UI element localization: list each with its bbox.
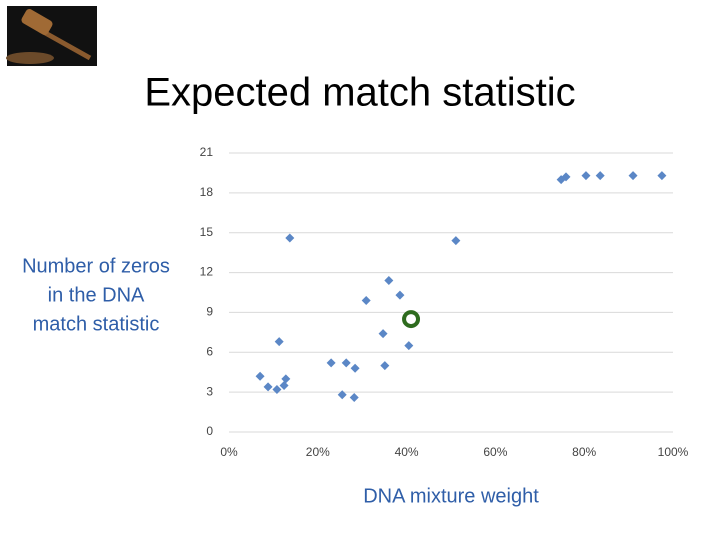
data-point <box>380 361 390 371</box>
x-tick-label: 40% <box>395 445 419 459</box>
y-tick-label: 21 <box>200 145 214 159</box>
data-point <box>628 171 638 181</box>
data-point <box>350 363 360 373</box>
y-tick-label: 18 <box>200 185 214 199</box>
y-tick-label: 0 <box>206 424 213 438</box>
data-point <box>395 290 405 300</box>
data-point <box>561 172 571 182</box>
data-point <box>272 384 282 394</box>
x-tick-label: 0% <box>220 445 238 459</box>
data-point <box>404 341 414 351</box>
x-tick-label: 20% <box>306 445 330 459</box>
y-axis-label: match statistic <box>33 313 160 335</box>
data-point <box>361 295 371 305</box>
data-point <box>378 329 388 339</box>
data-point <box>326 358 336 368</box>
y-tick-label: 15 <box>200 225 214 239</box>
data-point <box>451 236 461 246</box>
x-tick-label: 80% <box>572 445 596 459</box>
y-tick-label: 3 <box>206 384 213 398</box>
slide-title: Expected match statistic <box>144 71 575 115</box>
data-point <box>384 276 394 286</box>
data-point <box>263 382 273 392</box>
data-point <box>285 233 295 243</box>
data-point <box>274 337 284 347</box>
data-point <box>255 371 265 381</box>
y-axis-label: Number of zeros <box>22 255 170 277</box>
x-tick-label: 100% <box>658 445 689 459</box>
y-tick-label: 12 <box>200 265 214 279</box>
data-point <box>595 171 605 181</box>
data-point <box>279 381 289 390</box>
x-axis-label: DNA mixture weight <box>363 485 539 507</box>
data-point <box>341 358 351 368</box>
gavel-image <box>6 6 97 66</box>
data-point <box>349 392 359 402</box>
y-axis-label: in the DNA <box>48 284 145 306</box>
y-tick-label: 6 <box>206 344 213 358</box>
highlight-point <box>402 310 421 329</box>
data-point <box>657 171 667 181</box>
y-tick-label: 9 <box>206 305 213 319</box>
data-point <box>281 374 291 384</box>
x-tick-label: 60% <box>483 445 507 459</box>
data-point <box>581 171 591 181</box>
data-point <box>337 390 347 400</box>
